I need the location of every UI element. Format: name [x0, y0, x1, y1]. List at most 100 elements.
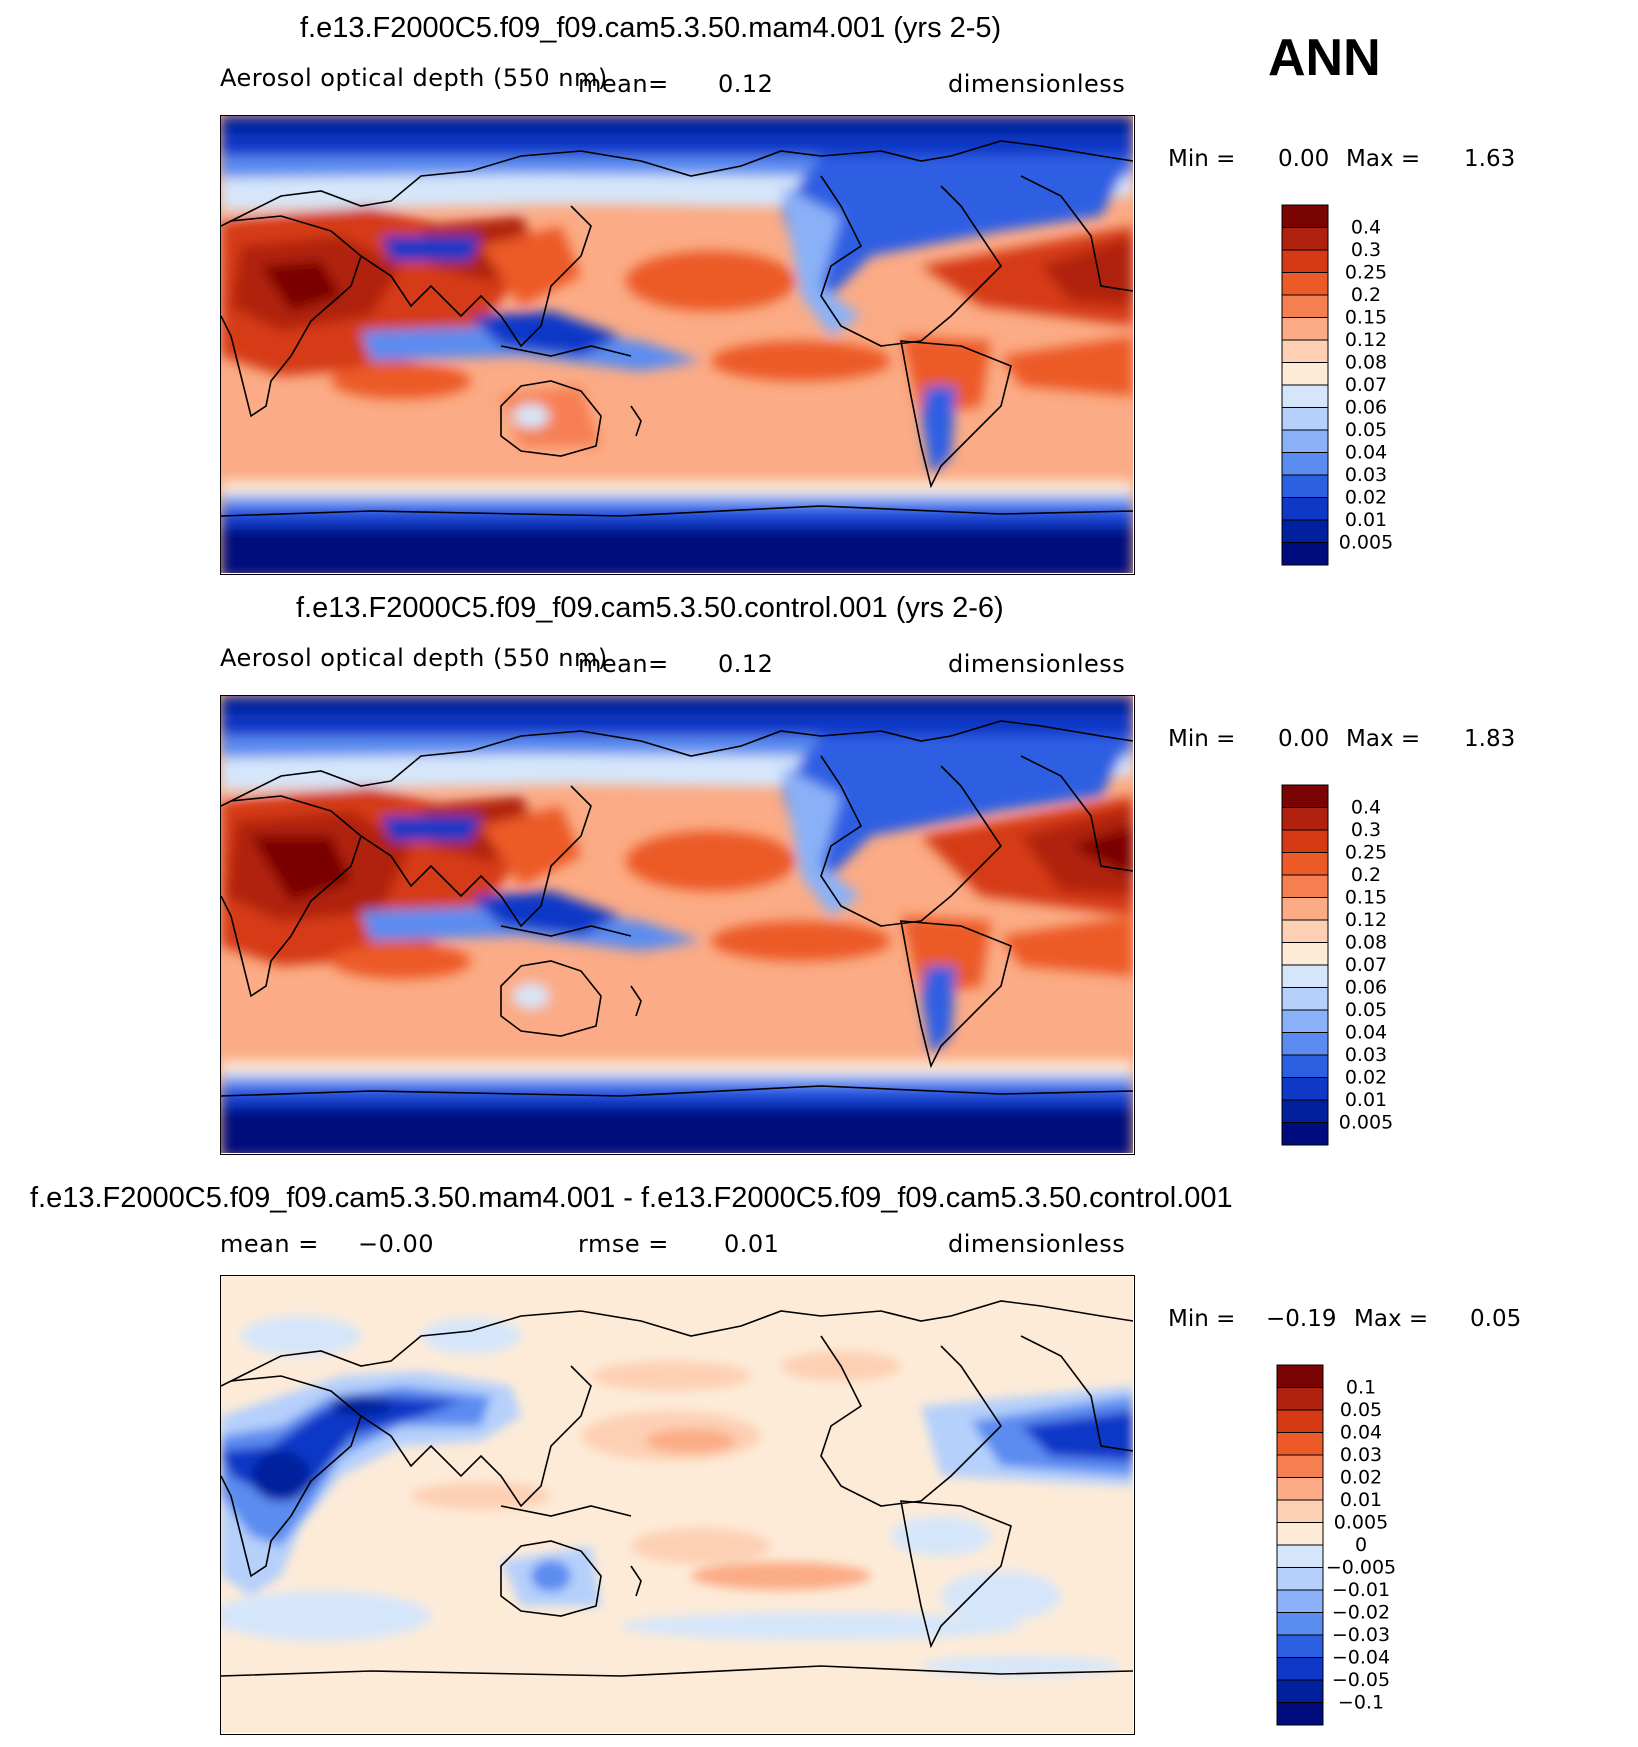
- min-label: Min =: [1168, 1306, 1236, 1332]
- colorbar-box: [1281, 964, 1329, 988]
- colorbar-mam4: 0.4 0.3 0.25 0.2 0.15 0.12 0.08 0.07 0.06 0.05 0.0…: [1280, 204, 1410, 567]
- min-label: Min =: [1168, 146, 1236, 172]
- colorbar-box: [1281, 384, 1329, 408]
- min-value: 0.00: [1278, 726, 1330, 752]
- colorbar-box: [1281, 519, 1329, 543]
- colorbar-tick-label: 0.03: [1345, 1044, 1387, 1066]
- colorbar-box: [1281, 452, 1329, 476]
- map-control: [220, 695, 1135, 1155]
- colorbar-tick-label: −0.05: [1332, 1669, 1390, 1691]
- colorbar-box: [1276, 1454, 1324, 1478]
- colorbar-box: [1276, 1634, 1324, 1658]
- colorbar-tick-label: 0.25: [1345, 262, 1387, 284]
- aod-field-map: [221, 116, 1133, 573]
- colorbar-box: [1281, 362, 1329, 386]
- min-value: 0.00: [1278, 146, 1330, 172]
- max-label: Max =: [1346, 146, 1421, 172]
- colorbar-box: [1276, 1499, 1324, 1523]
- mean-value: 0.12: [718, 70, 774, 98]
- colorbar-box: [1281, 294, 1329, 318]
- colorbar-tick-label: 0.4: [1351, 217, 1381, 239]
- colorbar-tick-label: 0.08: [1345, 932, 1387, 954]
- units-label: dimensionless: [948, 70, 1126, 98]
- colorbar-tick-label: 0.005: [1334, 1512, 1388, 1534]
- colorbar-tick-label: 0.4: [1351, 797, 1381, 819]
- colorbar-tick-label: 0.08: [1345, 352, 1387, 374]
- colorbar-tick-label: 0.2: [1351, 284, 1381, 306]
- units-label: dimensionless: [948, 650, 1126, 678]
- colorbar-box: [1281, 542, 1329, 566]
- colorbar-tick-label: 0.01: [1345, 1089, 1387, 1111]
- max-value: 1.63: [1464, 146, 1516, 172]
- map-difference: [220, 1275, 1135, 1735]
- colorbar-box: [1281, 1054, 1329, 1078]
- colorbar-box: [1281, 227, 1329, 251]
- colorbar-box: [1276, 1544, 1324, 1568]
- colorbar-box: [1281, 852, 1329, 876]
- colorbar-tick-label: 0.02: [1345, 487, 1387, 509]
- colorbar-tick-label: 0.005: [1339, 1112, 1393, 1134]
- colorbar-box: [1281, 919, 1329, 943]
- colorbar-box: [1276, 1612, 1324, 1636]
- colorbar-tick-label: −0.1: [1338, 1692, 1384, 1714]
- min-label: Min =: [1168, 726, 1236, 752]
- mean-label: mean=: [578, 650, 669, 678]
- colorbar-box: [1281, 807, 1329, 831]
- colorbar-box: [1281, 339, 1329, 363]
- colorbar-box: [1281, 874, 1329, 898]
- colorbar-svg: 0.40.30.250.20.150.120.080.070.060.050.0…: [1281, 204, 1393, 566]
- colorbar-box: [1281, 407, 1329, 431]
- colorbar-box: [1281, 829, 1329, 853]
- colorbar-tick-label: 0.04: [1345, 442, 1387, 464]
- panel-title: f.e13.F2000C5.f09_f09.cam5.3.50.control.…: [296, 592, 1004, 624]
- colorbar-tick-label: 0.3: [1351, 239, 1381, 261]
- colorbar-box: [1276, 1657, 1324, 1681]
- colorbar-box: [1281, 1099, 1329, 1123]
- mean-value: −0.00: [358, 1230, 435, 1258]
- colorbar-tick-label: 0.01: [1345, 509, 1387, 531]
- variable-label: Aerosol optical depth (550 nm): [220, 644, 608, 672]
- aod-field-map: [221, 696, 1133, 1153]
- colorbar-tick-label: −0.01: [1332, 1579, 1390, 1601]
- colorbar-tick-label: 0.07: [1345, 954, 1387, 976]
- colorbar-tick-label: 0.06: [1345, 977, 1387, 999]
- colorbar-tick-label: 0.2: [1351, 864, 1381, 886]
- colorbar-box: [1281, 317, 1329, 341]
- colorbar-box: [1281, 249, 1329, 273]
- panel-title: f.e13.F2000C5.f09_f09.cam5.3.50.mam4.001…: [300, 12, 1002, 44]
- colorbar-box: [1276, 1589, 1324, 1613]
- colorbar-tick-label: −0.04: [1332, 1647, 1390, 1669]
- colorbar-tick-label: 0.12: [1345, 909, 1387, 931]
- colorbar-box: [1281, 474, 1329, 498]
- colorbar-box: [1281, 272, 1329, 296]
- colorbar-box: [1281, 1009, 1329, 1033]
- colorbar-tick-label: 0.25: [1345, 842, 1387, 864]
- colorbar-box: [1276, 1702, 1324, 1726]
- colorbar-box: [1281, 1032, 1329, 1056]
- aod-difference-map: [221, 1276, 1133, 1733]
- max-label: Max =: [1354, 1306, 1429, 1332]
- colorbar-box: [1276, 1679, 1324, 1703]
- mean-value: 0.12: [718, 650, 774, 678]
- rmse-value: 0.01: [724, 1230, 780, 1258]
- colorbar-control: 0.4 0.3 0.25 0.2 0.15 0.12 0.08 0.07 0.06 0.05 0.0…: [1280, 784, 1410, 1147]
- colorbar-tick-label: 0.04: [1340, 1422, 1382, 1444]
- colorbar-tick-label: 0.1: [1346, 1377, 1376, 1399]
- variable-label: Aerosol optical depth (550 nm): [220, 64, 608, 92]
- colorbar-box: [1281, 1122, 1329, 1146]
- colorbar-box: [1276, 1409, 1324, 1433]
- panel-title: f.e13.F2000C5.f09_f09.cam5.3.50.mam4.001…: [30, 1182, 1233, 1214]
- colorbar-tick-label: 0.03: [1340, 1444, 1382, 1466]
- colorbar-box: [1276, 1364, 1324, 1388]
- colorbar-box: [1276, 1567, 1324, 1591]
- map-mam4: [220, 115, 1135, 575]
- colorbar-tick-label: 0.02: [1345, 1067, 1387, 1089]
- colorbar-tick-label: 0.005: [1339, 532, 1393, 554]
- colorbar-tick-label: 0.07: [1345, 374, 1387, 396]
- colorbar-tick-label: 0.05: [1340, 1399, 1382, 1421]
- colorbar-box: [1281, 987, 1329, 1011]
- colorbar-tick-label: 0.3: [1351, 819, 1381, 841]
- colorbar-tick-label: 0.05: [1345, 999, 1387, 1021]
- colorbar-tick-label: −0.02: [1332, 1602, 1390, 1624]
- max-value: 0.05: [1470, 1306, 1522, 1332]
